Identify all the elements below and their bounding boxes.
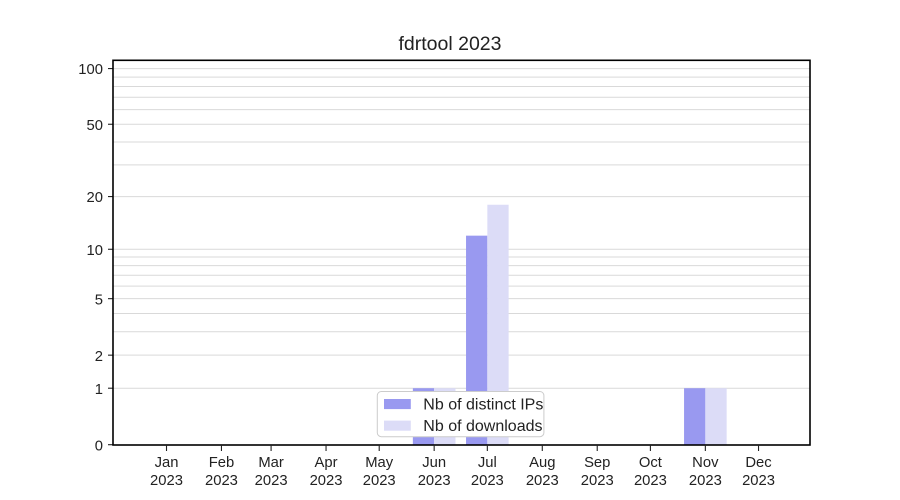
svg-text:Jan: Jan bbox=[155, 455, 179, 471]
svg-text:2023: 2023 bbox=[526, 473, 559, 489]
svg-text:2023: 2023 bbox=[150, 473, 183, 489]
svg-text:2023: 2023 bbox=[205, 473, 238, 489]
svg-text:Jul: Jul bbox=[478, 455, 497, 471]
svg-text:Apr: Apr bbox=[315, 455, 338, 471]
svg-text:2023: 2023 bbox=[363, 473, 396, 489]
svg-text:May: May bbox=[365, 455, 394, 471]
svg-text:10: 10 bbox=[87, 243, 103, 259]
svg-text:Mar: Mar bbox=[258, 455, 284, 471]
svg-text:Feb: Feb bbox=[209, 455, 235, 471]
svg-text:Sep: Sep bbox=[584, 455, 610, 471]
svg-text:2023: 2023 bbox=[689, 473, 722, 489]
svg-text:50: 50 bbox=[87, 118, 103, 134]
svg-text:2023: 2023 bbox=[742, 473, 775, 489]
svg-text:2023: 2023 bbox=[634, 473, 667, 489]
svg-text:Jun: Jun bbox=[422, 455, 446, 471]
svg-text:5: 5 bbox=[95, 292, 103, 308]
svg-text:2023: 2023 bbox=[255, 473, 288, 489]
svg-text:1: 1 bbox=[95, 382, 103, 398]
svg-text:2023: 2023 bbox=[471, 473, 504, 489]
svg-text:Dec: Dec bbox=[745, 455, 772, 471]
svg-text:0: 0 bbox=[95, 438, 103, 454]
svg-text:2: 2 bbox=[95, 349, 103, 365]
svg-text:20: 20 bbox=[87, 190, 103, 206]
svg-text:2023: 2023 bbox=[310, 473, 343, 489]
svg-text:Aug: Aug bbox=[529, 455, 555, 471]
svg-text:Nb of distinct IPs: Nb of distinct IPs bbox=[423, 396, 543, 413]
svg-text:Nb of downloads: Nb of downloads bbox=[423, 418, 542, 435]
svg-text:Nov: Nov bbox=[692, 455, 719, 471]
svg-text:2023: 2023 bbox=[581, 473, 614, 489]
svg-text:100: 100 bbox=[78, 62, 103, 78]
svg-text:Oct: Oct bbox=[639, 455, 662, 471]
svg-text:2023: 2023 bbox=[418, 473, 451, 489]
